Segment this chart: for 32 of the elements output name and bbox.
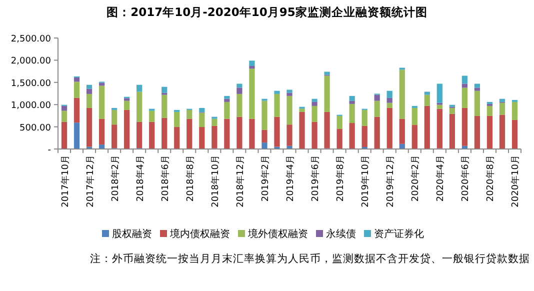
x-tick-label: 2019年8月 [335, 155, 346, 202]
x-tick-label: 2019年6月 [310, 155, 322, 202]
x-tick-label: 2018年2月 [110, 155, 121, 202]
x-tick-label: 2018年10月 [210, 155, 221, 208]
x-tick-label: 2019年2月 [260, 155, 271, 202]
x-tick-label: 2020年8月 [485, 155, 496, 202]
x-tick-label: 2020年10月 [510, 155, 522, 208]
legend-label: 境外债权融资 [247, 228, 308, 240]
y-tick-label: 1,500.00 [10, 78, 52, 89]
y-tick-label: 1,000.00 [10, 101, 52, 112]
legend-label: 资产证券化 [374, 228, 424, 240]
x-tick-label: 2018年4月 [134, 155, 146, 202]
x-tick-label: 2019年10月 [360, 155, 372, 208]
y-tick-label: 500.00 [20, 123, 52, 134]
legend-label: 境内债权融资 [169, 228, 230, 240]
x-tick-label: 2018年6月 [160, 155, 171, 202]
x-tick-label: 2019年4月 [285, 155, 296, 202]
x-tick-label: 2020年2月 [410, 155, 422, 202]
x-tick-label: 2019年12月 [385, 155, 396, 208]
y-tick-label: - [48, 146, 51, 156]
x-tick-label: 2018年12月 [234, 155, 246, 208]
y-tick-label: 2,500.00 [10, 34, 52, 44]
x-tick-label: 2020年4月 [435, 155, 446, 202]
x-tick-label: 2018年8月 [184, 155, 196, 202]
x-tick-label: 2017年12月 [84, 155, 96, 208]
chart-title: 图：2017年10月-2020年10月95家监测企业融资额统计图 [106, 5, 428, 19]
legend-label: 股权融资 [112, 228, 152, 240]
text: 注：外币融资统一按当月月末汇率换算为人民币，监测数据不含开发贷、一般银行贷款数据 [90, 252, 530, 265]
y-tick-label: 2,000.00 [10, 56, 52, 67]
x-tick-label: 2017年10月 [60, 155, 71, 208]
x-tick-label: 2020年6月 [460, 155, 472, 202]
legend-label: 永续债 [326, 228, 356, 240]
